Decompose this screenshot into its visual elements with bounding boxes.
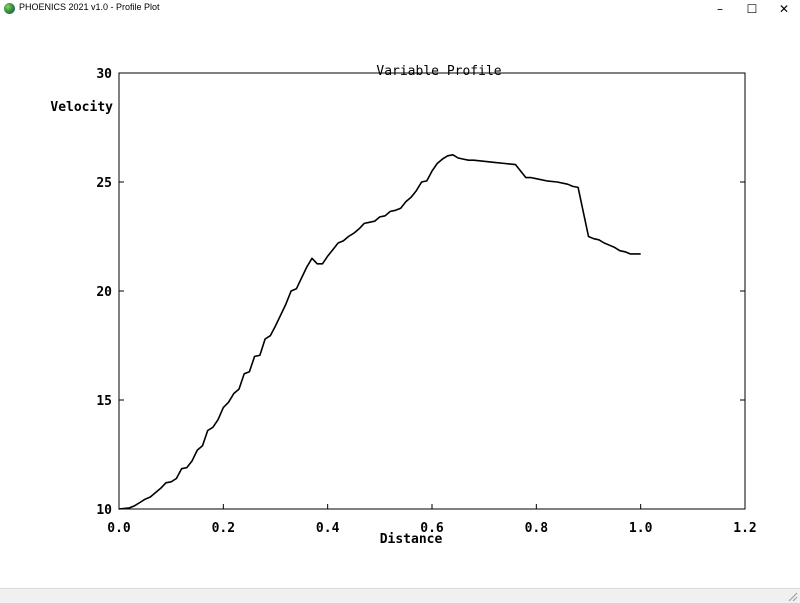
x-tick-label: 0.8 xyxy=(525,521,549,536)
chart-title: Variable Profile xyxy=(376,64,501,79)
maximize-button[interactable]: ☐ xyxy=(746,1,758,16)
title-bar: PHOENICS 2021 v1.0 - Profile Plot – ☐ ✕ xyxy=(0,0,800,17)
window-title: PHOENICS 2021 v1.0 - Profile Plot xyxy=(19,2,160,12)
x-tick-label: 0.4 xyxy=(316,521,340,536)
x-tick-label: 0.2 xyxy=(212,521,235,536)
phoenics-app-icon xyxy=(4,3,15,14)
y-axis-label: Velocity xyxy=(50,100,113,115)
x-tick-label: 0.0 xyxy=(107,521,131,536)
y-tick-label: 20 xyxy=(96,285,112,300)
y-tick-label: 25 xyxy=(96,176,112,191)
y-tick-label: 15 xyxy=(96,394,112,409)
x-tick-label: 1.0 xyxy=(629,521,653,536)
status-bar xyxy=(0,588,800,603)
plot-frame xyxy=(118,72,746,510)
x-tick-label: 0.6 xyxy=(420,521,444,536)
close-button[interactable]: ✕ xyxy=(778,1,790,16)
x-axis-label: Distance xyxy=(380,532,443,547)
resize-grip-icon[interactable] xyxy=(788,592,798,602)
plot-area: Variable Profile Velocity Distance 0.0 0.… xyxy=(0,17,800,588)
x-tick-label: 1.2 xyxy=(733,521,756,536)
y-tick-label: 30 xyxy=(96,67,112,82)
axis-ticks: 0.0 0.2 0.4 0.6 0.8 1.0 1.2 10 15 20 25 30 xyxy=(96,67,756,536)
velocity-series-line xyxy=(118,154,641,510)
minimize-button[interactable]: – xyxy=(717,1,723,16)
y-tick-label: 10 xyxy=(96,503,112,518)
profile-chart: Variable Profile Velocity Distance 0.0 0.… xyxy=(50,64,756,547)
